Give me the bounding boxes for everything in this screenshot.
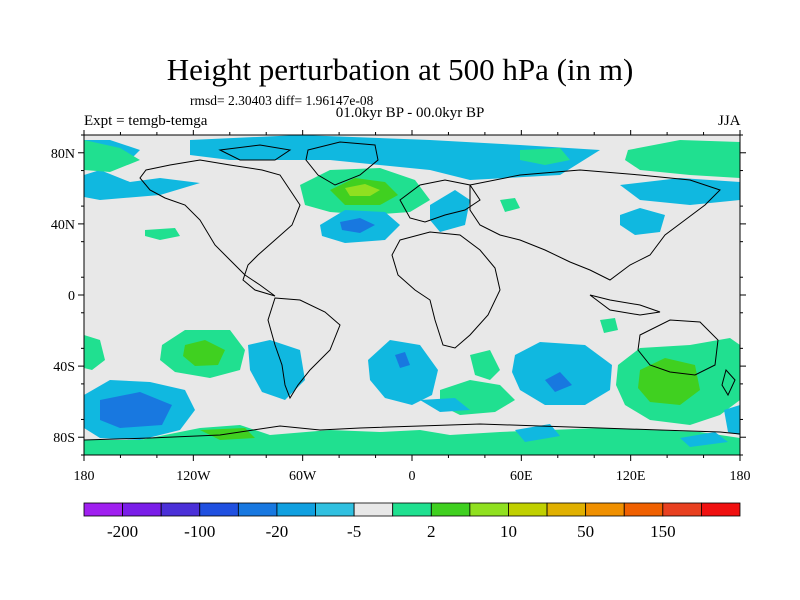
- colorbar-swatch: [276, 502, 316, 517]
- contour-region: [248, 340, 305, 400]
- colorbar-label: -100: [184, 522, 215, 541]
- lat-axis-labels: 80N 40N 0 40S 80S: [51, 147, 75, 446]
- colorbar-label: 10: [500, 522, 517, 541]
- coastline-indonesia: [589, 294, 661, 316]
- lon-axis-labels: 180 120W 60W 0 60E 120E 180: [74, 469, 751, 484]
- lat-tick-label: 80N: [51, 147, 75, 162]
- contour-region: [84, 140, 140, 172]
- colorbar-swatch: [199, 502, 239, 517]
- contour-region: [545, 372, 572, 392]
- colorbar-swatch: [315, 502, 355, 517]
- contour-region: [145, 228, 180, 240]
- lon-tick-label: 180: [74, 469, 95, 484]
- lon-tick-label: 60W: [289, 469, 317, 484]
- map-panel: [84, 135, 740, 455]
- lon-tick-label: 60E: [510, 469, 533, 484]
- colorbar-label: -20: [266, 522, 289, 541]
- contour-region: [345, 184, 380, 196]
- colorbar-label: -200: [107, 522, 138, 541]
- colorbar-swatch: [508, 502, 548, 517]
- experiment-label: Expt = temgb-temga: [84, 113, 208, 129]
- lat-tick-label: 0: [68, 289, 75, 304]
- contour-region: [625, 140, 740, 178]
- contour-region: [512, 342, 612, 405]
- colorbar-swatch: [237, 502, 278, 517]
- colorbar-swatch: [353, 502, 394, 517]
- coastline-antarctica: [84, 423, 740, 441]
- contour-region: [600, 318, 618, 333]
- contour-region: [620, 208, 665, 235]
- colorbar-swatch: [546, 502, 587, 517]
- colorbar-label: 150: [650, 522, 676, 541]
- colorbar-swatch: [623, 502, 664, 517]
- lon-tick-label: 180: [730, 469, 751, 484]
- colorbar-swatch: [122, 502, 162, 517]
- contour-region: [420, 398, 470, 412]
- coastline-new-zealand: [721, 368, 736, 397]
- stats-text: rmsd= 2.30403 diff= 1.96147e-08: [190, 93, 374, 108]
- colorbar-swatch: [430, 502, 471, 517]
- coastline-australia: [637, 319, 719, 376]
- contour-region: [368, 340, 438, 405]
- coastline-greenland: [305, 141, 379, 186]
- contour-region: [84, 335, 105, 370]
- colorbar-swatch: [701, 502, 741, 517]
- colorbar-label: -5: [347, 522, 361, 541]
- coastline-north-america: [139, 159, 301, 297]
- colorbar-labels: -200 -100 -20 -5 2 10 50 150: [107, 522, 676, 541]
- colorbar-swatch: [160, 502, 201, 517]
- period-text: 01.0kyr BP - 00.0kyr BP: [335, 105, 485, 121]
- contour-fill-layer: [84, 135, 740, 455]
- lon-tick-label: 0: [409, 469, 416, 484]
- coastline-asia: [469, 169, 721, 281]
- contour-region: [183, 340, 225, 366]
- contour-region: [620, 178, 740, 205]
- coastline-europe: [399, 179, 481, 223]
- colorbar: [83, 502, 741, 517]
- colorbar-swatch: [83, 502, 123, 517]
- contour-region: [500, 198, 520, 212]
- contour-region: [638, 358, 700, 405]
- lat-tick-label: 80S: [53, 431, 75, 446]
- lat-tick-marks: [78, 134, 746, 456]
- lon-tick-label: 120E: [616, 469, 646, 484]
- lon-tick-marks: [83, 130, 741, 461]
- colorbar-swatch: [585, 502, 625, 517]
- contour-region: [470, 350, 500, 380]
- coastline-south-america: [267, 297, 341, 400]
- colorbar-swatch: [662, 502, 702, 517]
- contour-region: [515, 424, 560, 442]
- contour-region: [190, 135, 600, 180]
- contour-region: [340, 218, 375, 233]
- season-label: JJA: [718, 113, 741, 129]
- coastlines: [84, 141, 740, 441]
- contour-region: [100, 392, 172, 428]
- lat-tick-label: 40N: [51, 218, 75, 233]
- contour-region: [430, 190, 470, 232]
- lon-tick-label: 120W: [176, 469, 211, 484]
- coastline-arctic-islands: [218, 144, 292, 161]
- map-title: Height perturbation at 500 hPa (in m): [166, 52, 634, 87]
- contour-region: [395, 352, 410, 368]
- colorbar-label: 50: [577, 522, 594, 541]
- contour-region: [680, 432, 728, 447]
- colorbar-swatch: [392, 502, 432, 517]
- coastline-africa: [391, 231, 501, 349]
- contour-region: [84, 170, 200, 200]
- colorbar-swatch: [469, 502, 509, 517]
- contour-region: [520, 148, 570, 165]
- contour-region: [724, 405, 740, 435]
- colorbar-label: 2: [427, 522, 436, 541]
- lat-tick-label: 40S: [53, 360, 75, 375]
